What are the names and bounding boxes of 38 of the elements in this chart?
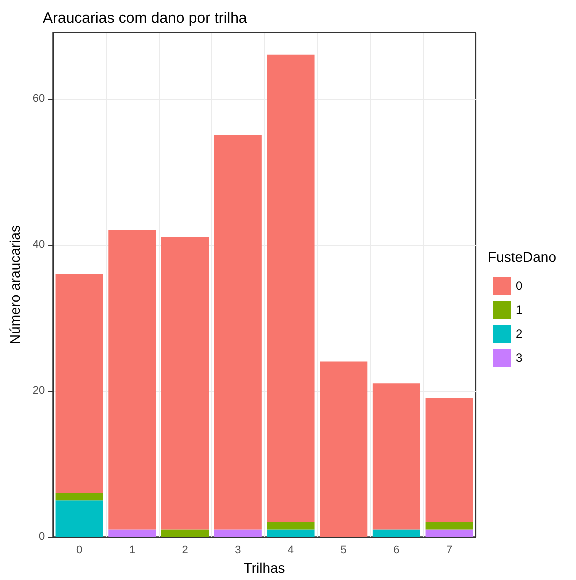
- bar: [214, 135, 262, 530]
- bar: [372, 530, 420, 538]
- x-tick-label: 2: [182, 544, 188, 557]
- legend-label: 1: [516, 303, 523, 317]
- bar: [56, 493, 104, 501]
- x-tick-label: 0: [76, 544, 83, 557]
- bar: [267, 530, 315, 538]
- y-tick-label: 60: [32, 92, 46, 105]
- x-tick-label: 6: [394, 544, 400, 557]
- y-tick-label: 40: [32, 238, 46, 251]
- x-tick-label: 7: [446, 544, 453, 557]
- x-tick-label: 1: [129, 544, 136, 557]
- y-tick-label: 0: [39, 531, 46, 544]
- bar: [426, 522, 474, 530]
- bar: [56, 274, 104, 494]
- chart-title: Araucarias com dano por trilha: [43, 10, 248, 27]
- bar: [161, 238, 210, 530]
- x-axis-title: Trilhas: [244, 560, 286, 576]
- y-axis-title: Número araucarias: [7, 226, 23, 345]
- legend-label: 3: [516, 351, 523, 365]
- bar: [426, 398, 474, 522]
- y-tick-label: 20: [32, 384, 46, 397]
- bar: [108, 230, 156, 530]
- bar: [320, 362, 368, 538]
- bar: [426, 530, 474, 538]
- bar: [108, 530, 156, 538]
- bar: [161, 530, 210, 538]
- legend-label: 2: [516, 327, 523, 341]
- legend-title: FusteDano: [488, 249, 557, 265]
- bar: [372, 384, 420, 530]
- bar: [56, 500, 104, 538]
- bar: [214, 530, 262, 538]
- bar: [267, 54, 315, 522]
- bar: [267, 522, 315, 530]
- x-tick-label: 4: [288, 544, 294, 557]
- x-tick-label: 5: [340, 544, 347, 557]
- legend-label: 0: [516, 279, 523, 293]
- x-tick-label: 3: [235, 544, 242, 557]
